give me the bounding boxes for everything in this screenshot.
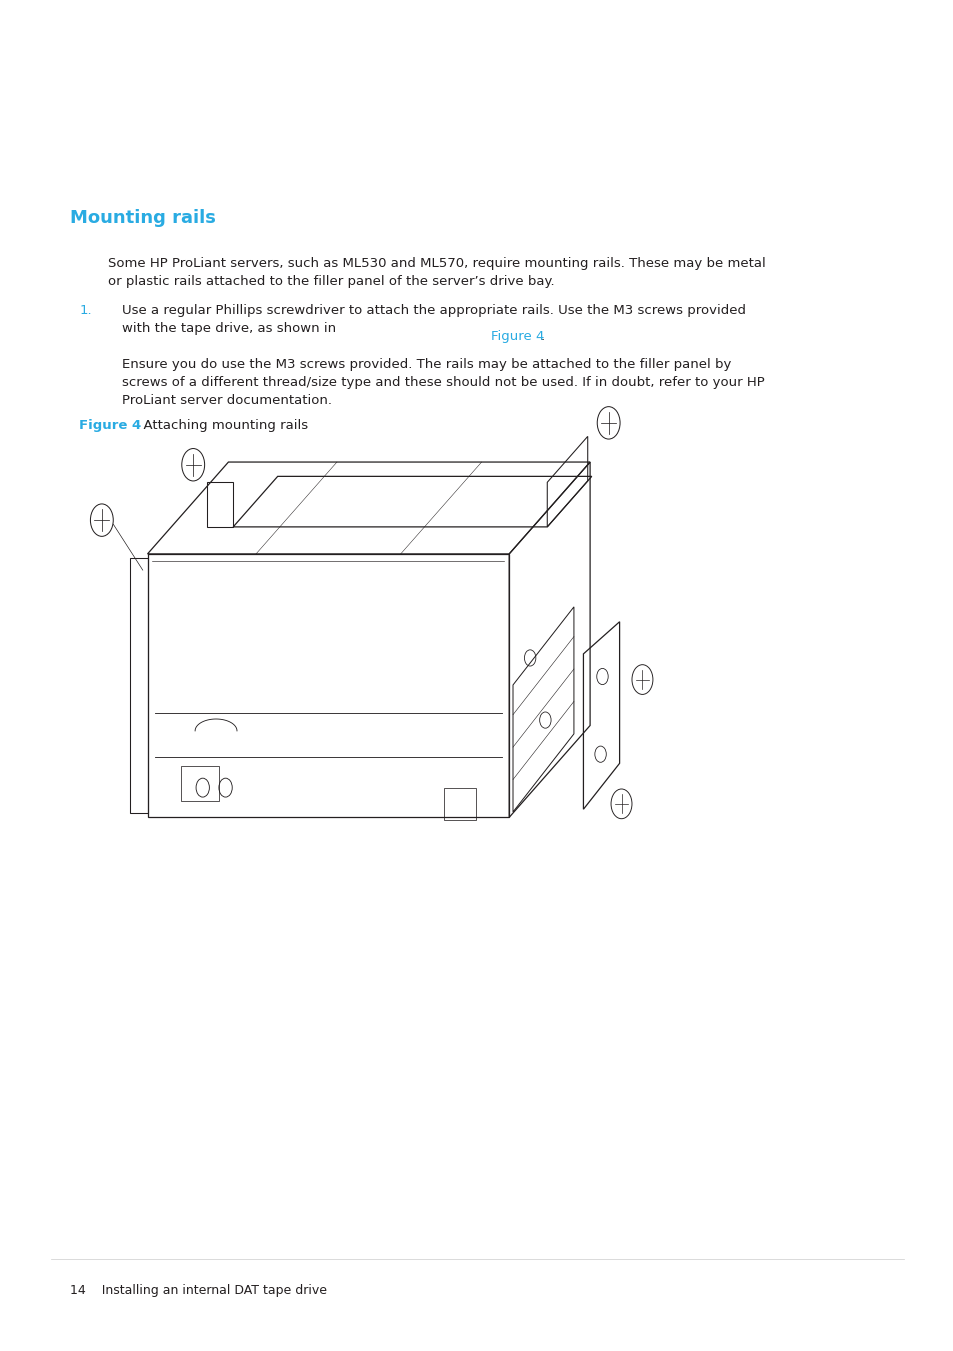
Text: Use a regular Phillips screwdriver to attach the appropriate rails. Use the M3 s: Use a regular Phillips screwdriver to at… (122, 304, 745, 335)
Text: Attaching mounting rails: Attaching mounting rails (134, 419, 308, 432)
Text: .: . (540, 331, 544, 343)
Text: Ensure you do use the M3 screws provided. The rails may be attached to the fille: Ensure you do use the M3 screws provided… (122, 358, 764, 407)
Text: 14    Installing an internal DAT tape drive: 14 Installing an internal DAT tape drive (70, 1283, 327, 1297)
Text: 1.: 1. (79, 304, 91, 317)
Text: Figure 4: Figure 4 (491, 331, 544, 343)
Text: Figure 4: Figure 4 (79, 419, 141, 432)
Text: Some HP ProLiant servers, such as ML530 and ML570, require mounting rails. These: Some HP ProLiant servers, such as ML530 … (108, 257, 765, 288)
Text: Mounting rails: Mounting rails (70, 209, 215, 227)
